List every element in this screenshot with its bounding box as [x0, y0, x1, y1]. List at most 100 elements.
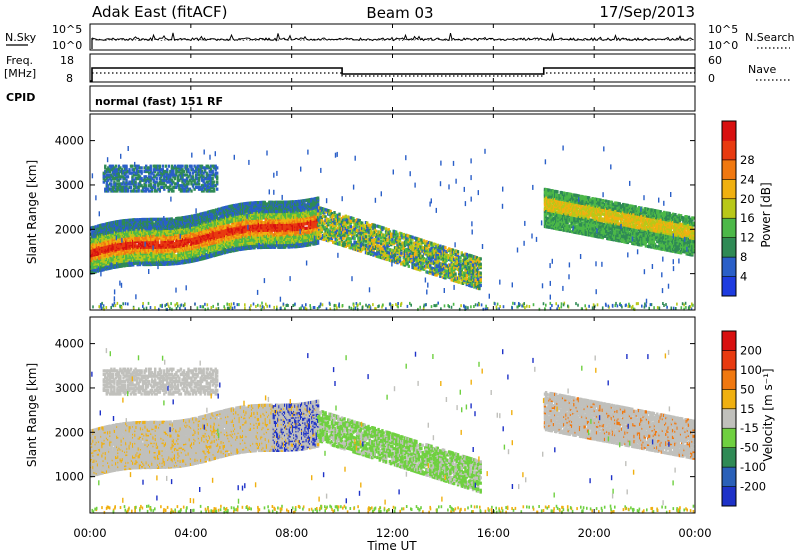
range-cell	[232, 249, 236, 253]
range-cell	[316, 241, 320, 245]
range-cell	[144, 217, 147, 222]
range-cell	[186, 215, 189, 219]
freq-right-tick-top: 60	[708, 54, 722, 67]
noise-right-tick-bottom: 10^0	[708, 39, 738, 52]
range-cell	[249, 220, 253, 224]
range-cell	[125, 245, 128, 249]
range-cell	[144, 250, 147, 254]
noise-right-label: N.Search	[745, 31, 795, 44]
range-cell	[210, 253, 213, 257]
range-cell	[163, 227, 167, 231]
range-cell	[117, 251, 120, 255]
freq-left-tick-bottom: 8	[66, 72, 73, 85]
range-cell	[104, 166, 107, 170]
range-cell	[173, 246, 177, 250]
freq-label-1: Freq.	[6, 54, 33, 67]
range-cell	[119, 246, 122, 250]
range-cell	[94, 225, 97, 229]
range-cell	[316, 226, 320, 230]
noise-lines	[91, 32, 694, 49]
range-cell	[308, 198, 312, 202]
range-cell	[134, 218, 137, 222]
range-cell	[156, 217, 160, 221]
range-cell	[130, 237, 134, 241]
cpid-text: normal (fast) 151 RF	[95, 95, 223, 108]
range-cell	[105, 177, 108, 181]
date-title: 17/Sep/2013	[599, 3, 695, 21]
range-cell	[279, 236, 282, 240]
range-cell	[294, 215, 297, 219]
range-cell	[262, 200, 265, 204]
range-cell	[156, 225, 160, 229]
range-cell	[104, 169, 107, 174]
range-cell	[104, 239, 108, 243]
range-cell	[248, 231, 252, 235]
range-cell	[203, 230, 206, 234]
range-cell	[173, 249, 177, 253]
range-cell	[291, 211, 295, 215]
range-cell	[173, 218, 177, 222]
range-cell	[178, 261, 181, 265]
range-cell	[262, 213, 265, 217]
range-cell	[297, 221, 300, 225]
range-cell	[223, 247, 227, 252]
range-cell	[291, 217, 295, 221]
range-cell	[262, 245, 265, 249]
range-cell	[308, 226, 312, 230]
range-cell	[249, 203, 253, 207]
range-cell	[144, 224, 147, 228]
range-cell	[156, 258, 160, 262]
range-cell	[226, 217, 229, 222]
range-cell	[262, 239, 265, 243]
station-title: Adak East (fitACF)	[92, 3, 227, 21]
range-cell	[232, 235, 236, 239]
range-cell	[117, 240, 120, 244]
freq-label-2: [MHz]	[4, 67, 36, 80]
range-cell	[262, 208, 265, 212]
cpid-label: CPID	[6, 91, 35, 104]
range-cell	[306, 243, 310, 247]
range-cell	[156, 253, 160, 257]
range-cell	[173, 234, 177, 238]
range-cell	[222, 211, 226, 215]
range-cell	[291, 200, 295, 204]
range-cell	[110, 182, 113, 186]
range-cell	[186, 220, 189, 224]
frequency-line	[90, 67, 695, 82]
range-cell	[306, 214, 310, 218]
range-cell	[104, 248, 108, 253]
range-cell	[232, 224, 236, 228]
range-cell	[262, 205, 265, 209]
noise-left-tick-top: 10^5	[52, 23, 82, 36]
range-cell	[227, 220, 230, 224]
range-cell	[264, 231, 268, 235]
range-cell	[232, 203, 236, 208]
range-cell	[107, 187, 110, 191]
range-cell	[291, 208, 295, 212]
range-cell	[232, 217, 236, 222]
range-cell	[249, 246, 253, 250]
range-cell	[279, 225, 282, 229]
range-cell	[96, 243, 100, 247]
range-cell	[291, 237, 295, 241]
range-cell	[316, 196, 320, 200]
range-cell	[105, 168, 108, 172]
range-cell	[117, 223, 120, 227]
range-cell	[179, 218, 182, 222]
range-cell	[252, 237, 255, 241]
range-cell	[249, 241, 253, 245]
range-cell	[186, 217, 189, 221]
range-cell	[203, 224, 206, 228]
nave-label: Nave	[748, 63, 776, 76]
range-cell	[124, 236, 127, 240]
range-cell	[249, 234, 253, 238]
range-cell	[232, 239, 236, 243]
noise-panel: N.Sky 10^5 10^0 10^5 10^0 N.Search	[5, 23, 795, 52]
range-cell	[308, 235, 312, 239]
range-cell	[105, 185, 108, 189]
range-cell	[249, 235, 253, 239]
range-cell	[137, 232, 140, 236]
range-cell	[156, 222, 160, 226]
range-cell	[105, 184, 108, 188]
